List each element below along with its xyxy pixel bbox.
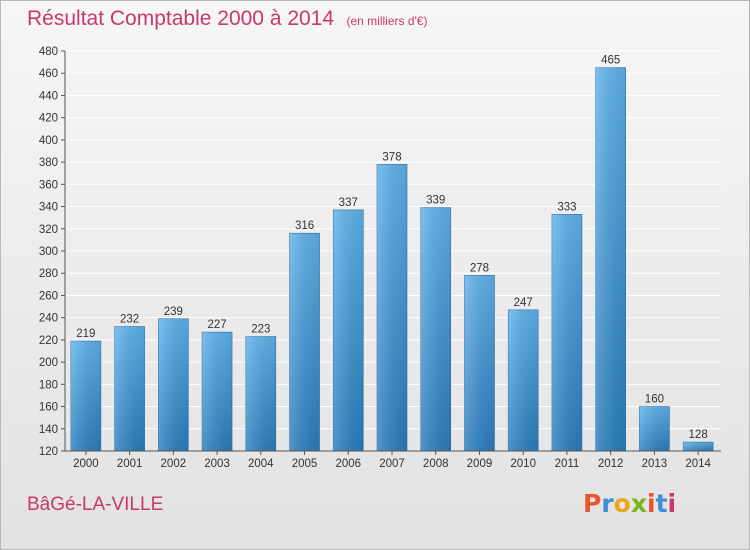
x-tick-label-2013: 2013 (642, 458, 668, 470)
bar-shade (420, 207, 451, 451)
x-tick-label-2002: 2002 (161, 458, 187, 470)
y-tick-label: 480 (39, 46, 58, 58)
x-tick-label-2009: 2009 (467, 458, 493, 470)
bar-shade (245, 336, 276, 451)
x-tick-label-2001: 2001 (117, 458, 143, 470)
data-label-2012: 465 (601, 55, 620, 67)
y-tick-label: 320 (39, 224, 58, 236)
x-tick-label-2010: 2010 (510, 458, 536, 470)
data-label-2008: 339 (426, 195, 445, 207)
chart-subtitle: (en milliers d'€) (346, 14, 428, 28)
y-tick-label: 420 (39, 113, 58, 125)
proxiti-logo[interactable]: Proxiti (583, 489, 676, 518)
bar-shade (595, 67, 626, 452)
bar-shade (158, 318, 189, 451)
data-label-2009: 278 (470, 262, 489, 274)
y-tick-label: 200 (39, 357, 58, 369)
y-tick-label: 120 (39, 446, 58, 458)
data-label-2013: 160 (645, 394, 664, 406)
logo-letter: r (601, 489, 614, 518)
data-label-2002: 239 (164, 306, 183, 318)
y-tick-label: 340 (39, 202, 58, 214)
logo-letter: i (647, 489, 656, 518)
x-axis: 2000 2001 2002 2003 2004 2005 2006 2007 2008 2009… (65, 450, 721, 470)
bar-shade (114, 326, 145, 451)
x-tick-label-2003: 2003 (204, 458, 230, 470)
y-tick-label: 240 (39, 313, 58, 325)
data-label-2001: 232 (120, 314, 139, 326)
y-tick-label: 160 (39, 402, 58, 414)
y-tick-label: 140 (39, 424, 58, 436)
bar-shade (70, 341, 101, 451)
y-axis: 120 140 160 180 200 220 240 260 280 300 320 340 360 3… (39, 46, 66, 458)
logo-letter: t (655, 489, 668, 518)
y-tick-label: 260 (39, 290, 58, 302)
data-label-2011: 333 (557, 201, 576, 213)
y-tick-label: 220 (39, 335, 58, 347)
title-row: Résultat Comptable 2000 à 2014 (en milli… (27, 7, 427, 31)
bar-shade (333, 209, 364, 451)
logo-letter: i (667, 489, 677, 518)
y-tick-label: 380 (39, 157, 58, 169)
x-tick-label-2007: 2007 (379, 458, 405, 470)
y-tick-label: 300 (39, 246, 58, 258)
bar-shade (289, 233, 320, 451)
x-tick-label-2011: 2011 (555, 458, 580, 470)
bar-shade (202, 332, 233, 451)
bar-shade (377, 164, 407, 452)
bar-shade (464, 275, 495, 451)
y-tick-label: 440 (39, 90, 58, 102)
y-tick-label: 180 (39, 379, 58, 391)
data-label-2007: 378 (382, 151, 401, 163)
y-tick-label: 360 (39, 179, 58, 191)
logo-letter: x (630, 489, 647, 518)
x-tick-label-2008: 2008 (423, 458, 449, 470)
x-tick-label-2006: 2006 (335, 458, 361, 470)
data-label-2005: 316 (295, 220, 314, 232)
logo-letter: o (613, 489, 631, 518)
town-name: BâGé-LA-VILLE (27, 494, 164, 515)
x-tick-label-2014: 2014 (685, 458, 711, 470)
bar-shade (508, 309, 539, 451)
x-tick-label-2000: 2000 (73, 458, 99, 470)
data-label-2006: 337 (339, 197, 358, 209)
y-tick-label: 280 (39, 268, 58, 280)
bar-shade (551, 214, 582, 451)
data-label-2004: 223 (251, 324, 270, 336)
x-tick-label-2004: 2004 (248, 458, 274, 470)
bar-shade (683, 442, 714, 451)
x-tick-label-2012: 2012 (598, 458, 624, 470)
data-label-2010: 247 (514, 297, 533, 309)
logo-letter: P (583, 489, 602, 518)
data-label-2003: 227 (207, 319, 226, 331)
y-tick-label: 400 (39, 135, 58, 147)
x-tick-label-2005: 2005 (292, 458, 318, 470)
y-tick-label: 460 (39, 68, 58, 80)
data-label-2014: 128 (689, 429, 708, 441)
bar-shade (639, 406, 670, 451)
bars: 219 232 239 227 223 316 337 378 339 278 247 333 465 1… (70, 55, 714, 452)
data-label-2000: 219 (76, 328, 95, 340)
chart-title: Résultat Comptable 2000 à 2014 (27, 7, 335, 30)
